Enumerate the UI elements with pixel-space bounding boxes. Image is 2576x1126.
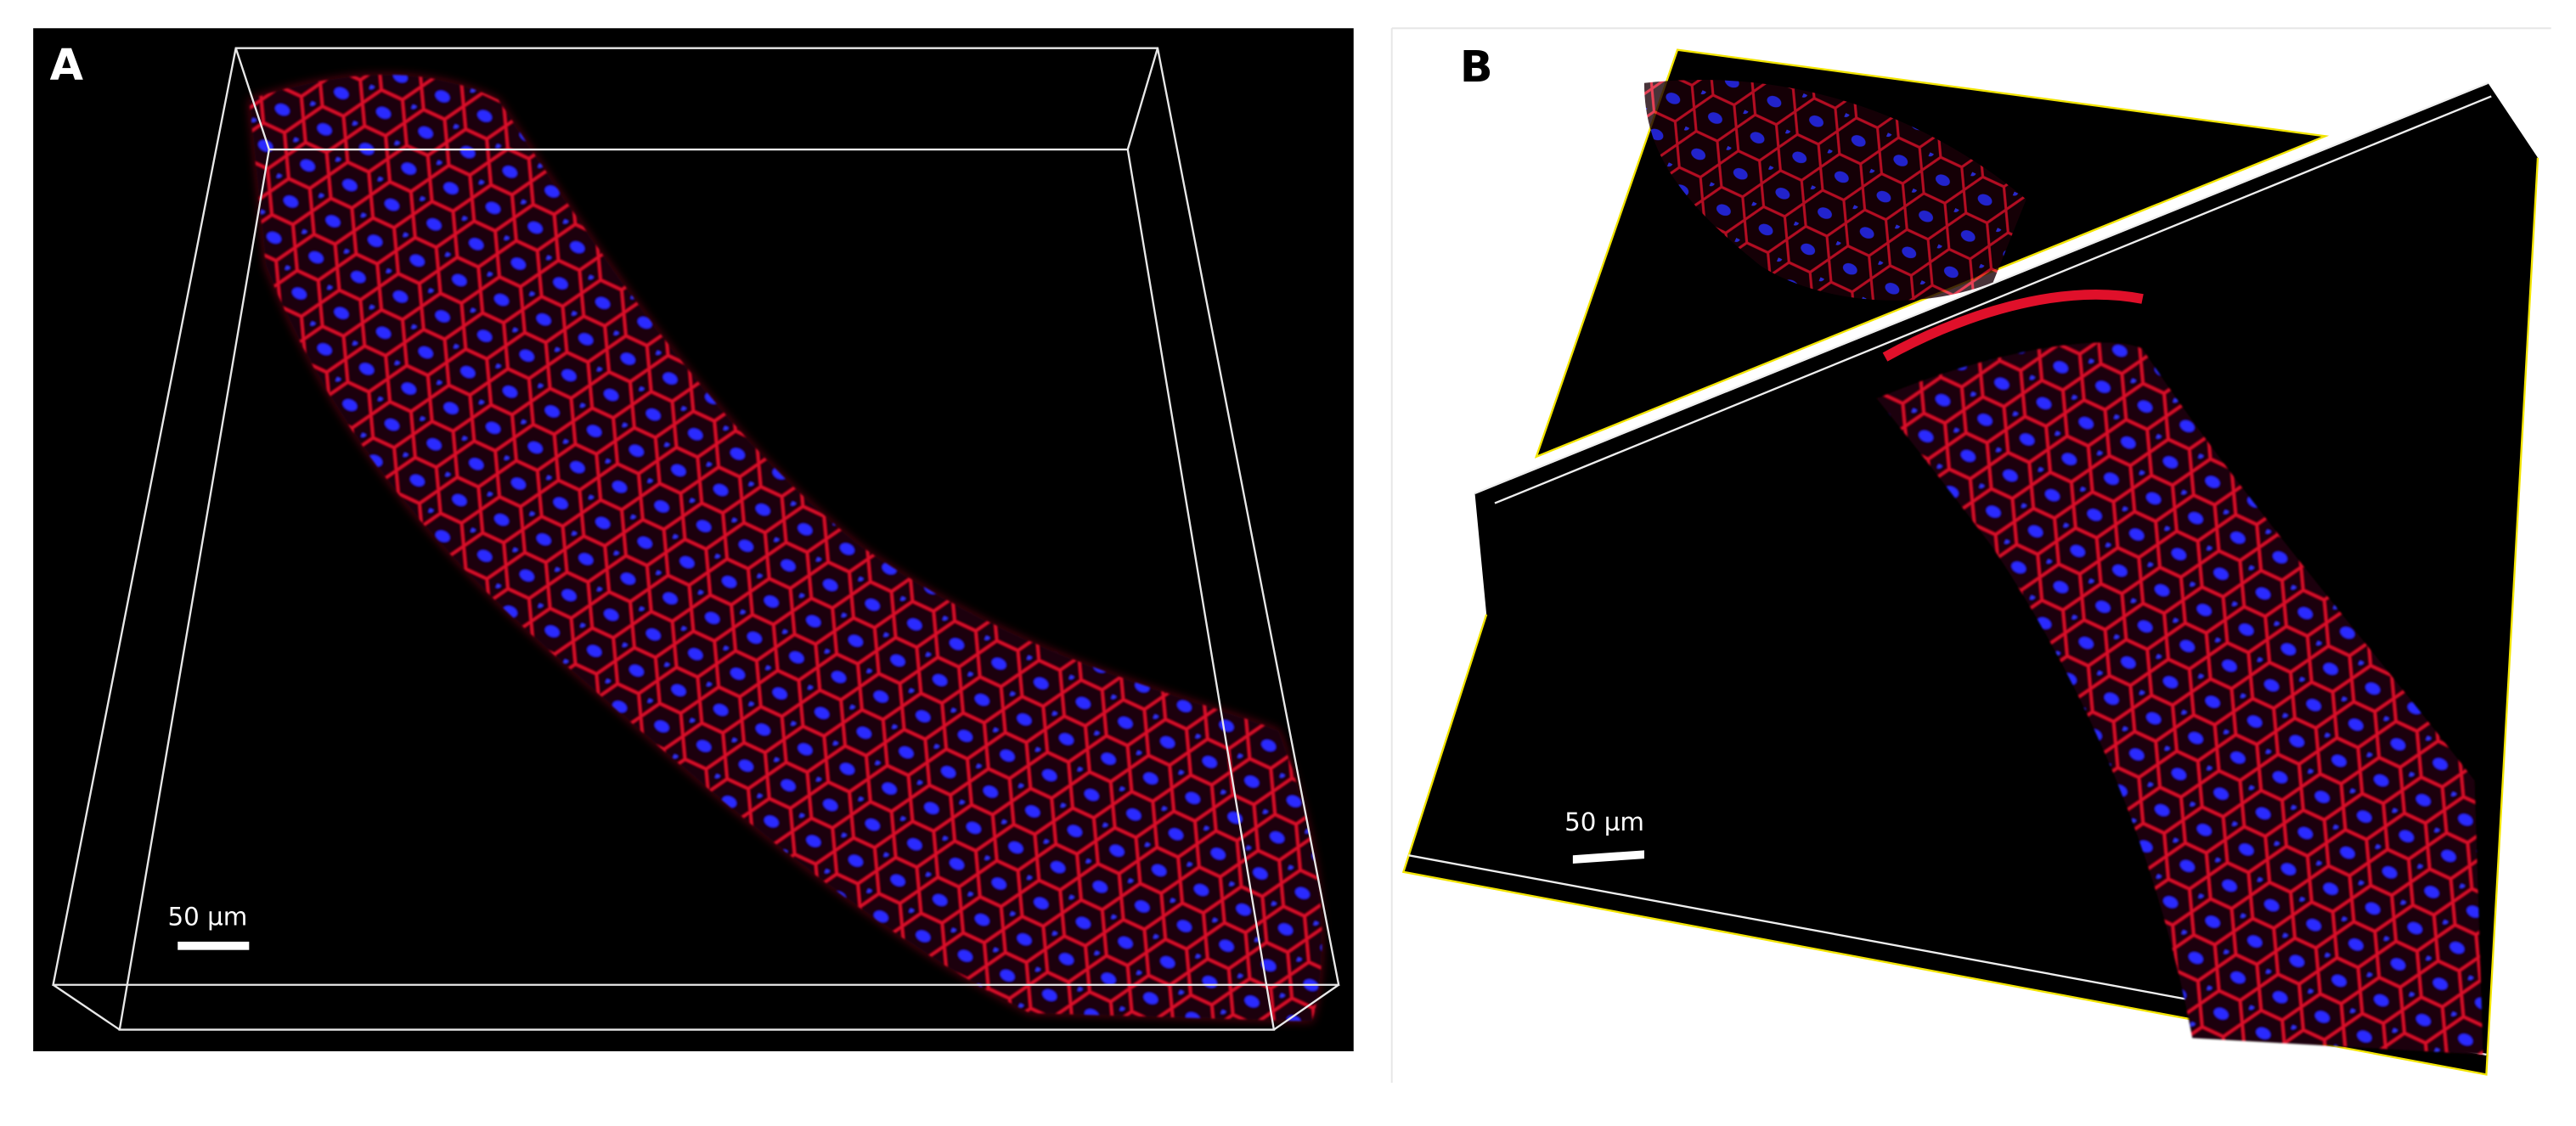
tissue-lower [1876,342,2483,1055]
scale-bar-label: 50 µm [1564,808,1644,836]
bounding-box [52,47,1340,1031]
panel-a: A 50 µm [33,28,1354,1051]
scale-bar [1572,850,1644,864]
plane-edge [1401,157,2539,1076]
panel-label: B [1460,42,1493,92]
tissue-edge [1882,290,2144,362]
tissue-upper [1643,80,2026,301]
panel-b: B 50 µm [1390,27,2551,1084]
scale-bar [178,941,250,950]
scale-bar-label: 50 µm [168,902,248,931]
panel-label: A [50,40,84,90]
tissue [249,75,1322,1022]
